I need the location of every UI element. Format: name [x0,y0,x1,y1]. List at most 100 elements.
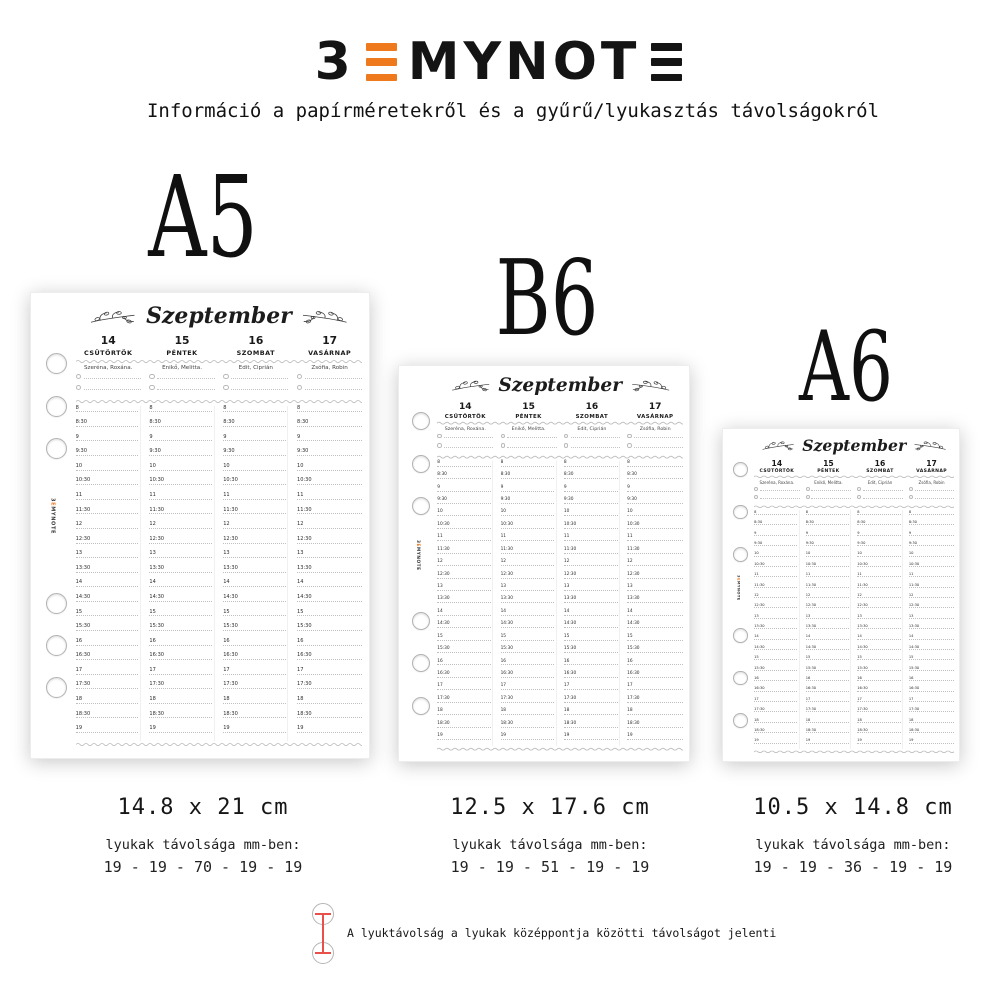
time-label: 16:30 [754,686,798,692]
time-slot: 13:30 [754,624,798,634]
time-slot: 11 [223,492,286,508]
time-slot: 12:30 [754,603,798,613]
time-slot: 12:30 [149,536,213,552]
time-label: 14 [223,580,286,588]
dotted-line [83,374,141,380]
nameday: Enikő, Melitta. [511,426,546,432]
time-slot: 17 [754,697,798,707]
holes-caption: lyukak távolsága mm-ben: [105,837,301,853]
time-label: 8 [297,405,363,413]
time-slot: 8:30 [297,419,363,435]
checkbox-circle-icon [627,443,632,448]
time-label: 11 [223,492,286,500]
time-slot: 16 [805,676,850,686]
time-label: 17:30 [908,707,955,713]
time-label: 13:30 [75,565,139,573]
time-slot: 14 [437,609,491,622]
time-label: 16:30 [149,652,213,661]
time-label: 15 [805,655,850,661]
dimensions-text: 12.5 x 17.6 cm [450,795,650,820]
time-label: 12:30 [563,572,618,579]
time-label: 11 [908,572,955,578]
time-label: 19 [627,733,684,740]
nameday: Szeréna, Roxána. [759,479,795,485]
time-label: 12 [857,593,901,599]
checkbox-item [908,487,955,491]
time-slot: 13 [754,614,798,624]
time-label: 11:30 [223,507,286,515]
checkbox-item [857,487,903,491]
checkbox-item [437,433,494,439]
time-label: 19 [297,725,363,734]
time-slot: 18:30 [437,721,491,734]
day-cell: 14 CSÜTÖRTÖK [437,402,493,420]
checkbox-row [437,443,684,448]
time-slot: 14 [754,634,798,644]
time-label: 11 [857,572,901,578]
time-label: 18:30 [500,721,555,728]
time-slot: 8 [908,510,955,520]
planner-content: Szeptember 14 CSÜTÖRTÖK 15 PÉNTEK 16 SZOMBAT 17… [754,434,955,755]
checkbox-section [437,433,684,452]
side-bemynote-logo: 3EMYNOTE [49,497,56,534]
time-slot: 19 [805,738,850,748]
checkbox-item [500,443,557,448]
time-slot: 10 [223,463,286,479]
time-label: 11:30 [908,583,955,588]
time-slot: 8:30 [627,472,684,485]
time-label: 8 [223,405,286,413]
wavy-line [754,505,955,509]
time-slot: 9 [297,434,363,450]
holes-distances: 19 - 19 - 36 - 19 - 19 [753,858,953,876]
time-label: 9:30 [297,448,363,457]
time-slot: 11 [75,492,139,508]
time-label: 15:30 [805,666,850,671]
time-slot: 14:30 [908,645,955,655]
time-slot: 16 [149,638,213,654]
day-name: CSÜTÖRTÖK [759,469,795,475]
logo-letter-e-icon [365,43,397,81]
time-label: 18 [857,718,901,723]
time-slot: 16:30 [500,671,555,684]
time-label: 16 [500,659,555,666]
time-label: 9 [223,434,286,442]
nameday: Szeréna, Roxána. [444,426,486,432]
time-slot: 11 [149,492,213,508]
holes-caption: lyukak távolsága mm-ben: [755,837,951,853]
time-slot: 9:30 [857,541,901,551]
time-slot: 13:30 [563,596,618,609]
time-label: 15 [857,655,901,661]
time-slot: 18 [805,718,850,728]
time-label: 8 [563,460,618,467]
time-slot: 8:30 [437,472,491,485]
time-label: 9:30 [500,497,555,504]
time-slot: 18:30 [297,711,363,727]
time-slot: 17:30 [500,696,555,709]
punch-hole [45,634,67,656]
caption-a5: 14.8 x 21 cm lyukak távolsága mm-ben: 19… [43,795,363,876]
time-slot: 19 [75,725,139,741]
time-slot: 18 [75,696,139,712]
checkbox-circle-icon [754,494,758,499]
day-number: 16 [585,401,599,412]
time-label: 19 [857,738,901,744]
time-label: 18 [805,718,850,723]
time-column: 8 8:30 9 9:30 10 10:30 11 11:30 12 12:30 13 13:30 14… [223,405,289,741]
time-slot: 10:30 [437,522,491,535]
dotted-line [570,434,620,439]
day-name: VASÁRNAP [916,469,947,475]
time-label: 11:30 [437,547,491,554]
time-slot: 9:30 [627,497,684,510]
day-name: PÉNTEK [515,413,542,420]
time-slot: 11 [627,534,684,547]
time-label: 14:30 [500,621,555,629]
wavy-divider [754,750,955,754]
wavy-divider [75,742,363,747]
time-label: 17 [805,697,850,702]
namedays-row: Szeréna, Roxána. Enikő, Melitta. Edit, Cip… [754,480,954,485]
checkbox-circle-icon [437,443,442,448]
time-label: 13 [297,550,363,559]
time-label: 9:30 [627,497,684,504]
time-slot: 15:30 [297,623,363,639]
time-label: 15:30 [223,623,286,631]
